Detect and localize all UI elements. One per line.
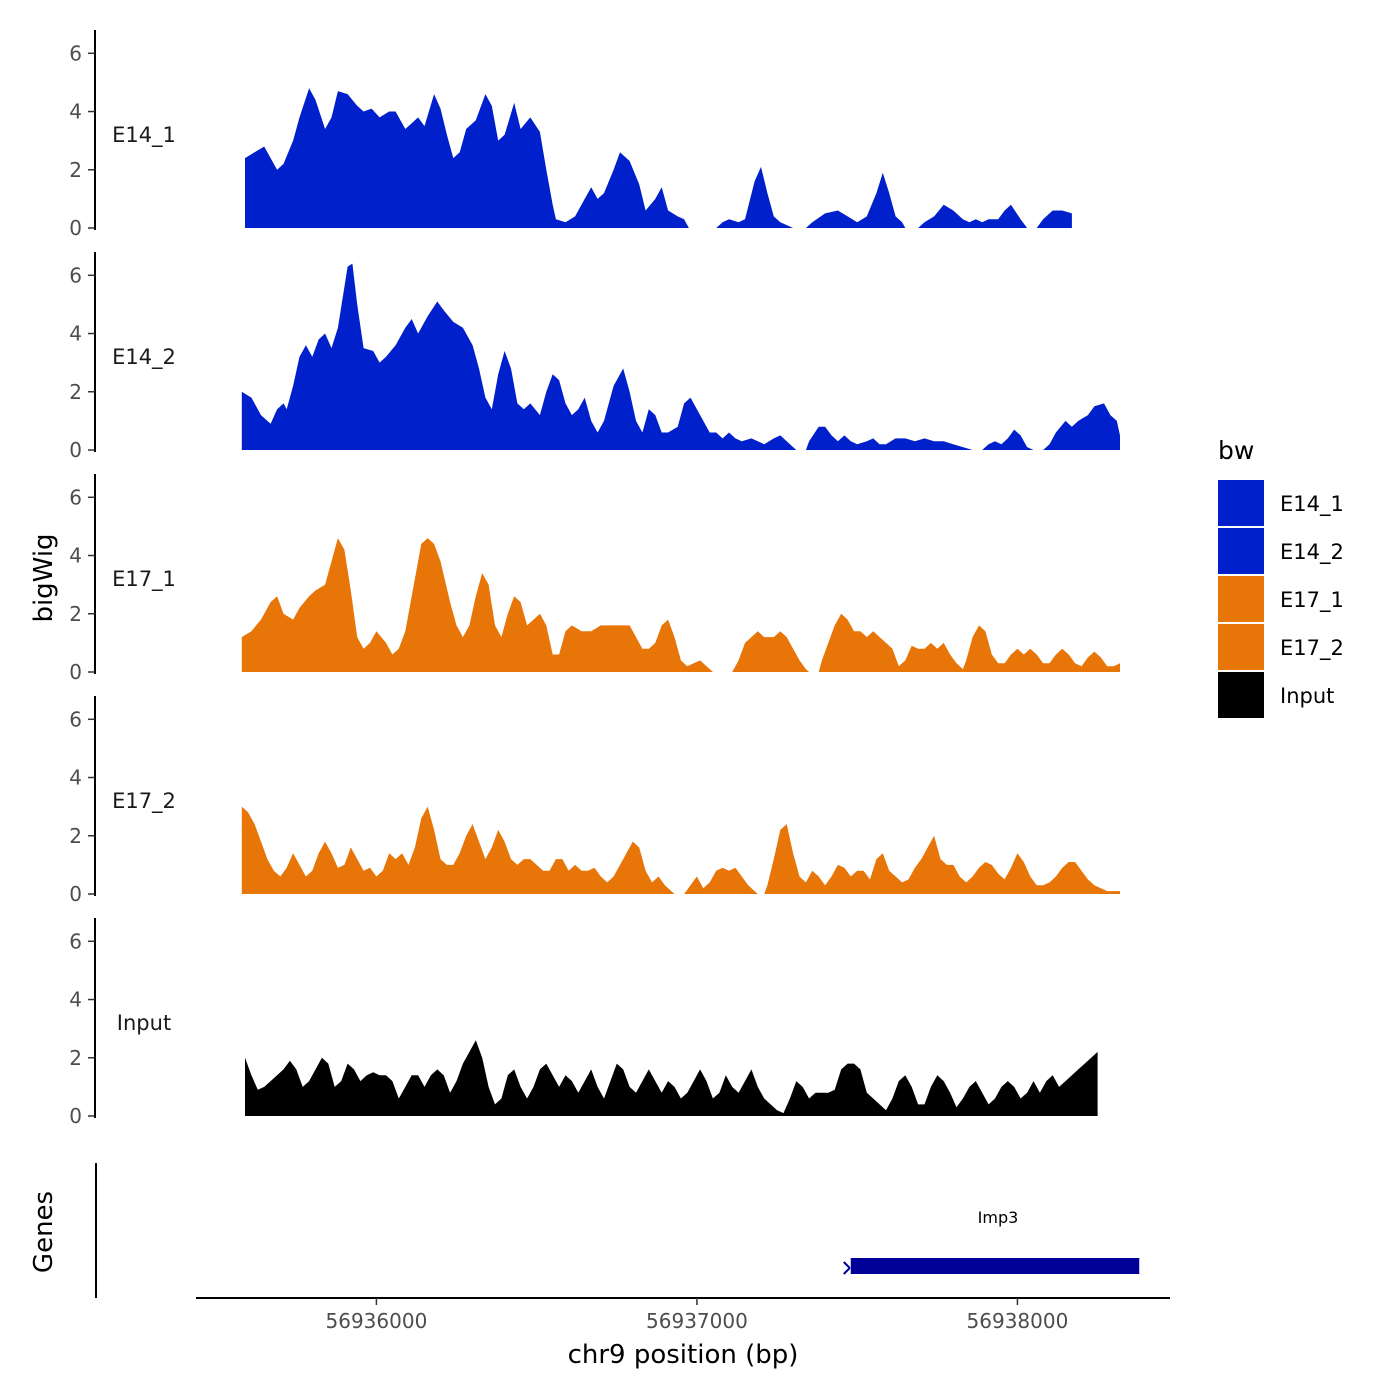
track-input: 0 2 4 6 Input [69,918,1098,1128]
y-tick-label-e17-1-4: 4 [69,544,82,568]
y-tick-label-e17-1-2: 2 [69,602,82,626]
legend-label-e17-1: E17_1 [1280,588,1344,613]
track-e14-1: 0 2 4 6 E14_1 [69,30,1072,240]
x-axis-title: chr9 position (bp) [568,1340,799,1370]
legend-label-e14-1: E14_1 [1280,492,1344,517]
track-label-e17-1: E17_1 [112,567,176,592]
x-axis: 56936000 56937000 56938000 [196,1297,1170,1333]
track-label-input: Input [117,1011,171,1035]
track-label-e14-2: E14_2 [112,345,176,370]
y-tick-label-e17-1-6: 6 [69,485,82,509]
y-tick-label-e14-2-6: 6 [69,263,82,287]
y-axis-title: bigWig [29,533,59,622]
track-e17-2: 0 2 4 6 E17_2 [69,696,1121,906]
y-tick-label-e14-2-0: 0 [69,438,82,462]
gene-strand-marker-imp3 [843,1261,851,1275]
y-tick-label-e17-2-6: 6 [69,707,82,731]
legend-label-e14-2: E14_2 [1280,540,1344,565]
area-input [245,1040,1098,1116]
y-tick-label-e14-1-4: 4 [69,100,82,124]
y-tick-label-e14-1-0: 0 [69,216,82,240]
y-tick-label-e17-2-4: 4 [69,766,82,790]
genes-panel: Genes Imp3 [29,1163,1140,1298]
gene-label-imp3: Imp3 [978,1208,1019,1227]
x-tick-label-56936000: 56936000 [326,1309,428,1333]
legend-label-input: Input [1280,684,1334,708]
y-tick-label-input-0: 0 [69,1104,82,1128]
area-e14-1 [245,88,1072,228]
area-e14-2 [241,263,1121,450]
legend-title: bw [1218,436,1254,465]
legend-swatch-input [1218,672,1264,718]
genes-panel-label: Genes [29,1191,59,1273]
track-label-e14-1: E14_1 [112,123,176,148]
area-e17-2 [241,806,1121,894]
y-tick-label-e14-2-2: 2 [69,380,82,404]
legend-swatch-e14-1 [1218,480,1264,526]
y-tick-label-e14-2-4: 4 [69,322,82,346]
x-tick-label-56938000: 56938000 [967,1309,1069,1333]
track-e14-2: 0 2 4 6 E14_2 [69,252,1121,462]
signal-tracks: 0 2 4 6 E14_1 0 2 4 6 E14_2 0 2 4 6 E17_1 0 2 4 6 E17_2 0 2 4 6… [69,30,1121,1128]
y-tick-label-e17-2-2: 2 [69,824,82,848]
y-tick-label-e14-1-6: 6 [69,41,82,65]
legend-swatch-e17-1 [1218,576,1264,622]
y-tick-label-input-2: 2 [69,1046,82,1070]
legend-label-e17-2: E17_2 [1280,636,1344,661]
y-tick-label-input-4: 4 [69,988,82,1012]
track-e17-1: 0 2 4 6 E17_1 [69,474,1121,684]
x-tick-label-56937000: 56937000 [646,1309,748,1333]
legend-swatch-e17-2 [1218,624,1264,670]
y-tick-label-e17-2-0: 0 [69,882,82,906]
gene-body-imp3 [850,1258,1140,1274]
y-tick-label-input-6: 6 [69,929,82,953]
legend: bw E14_1 E14_2 E17_1 E17_2 Input [1218,436,1344,718]
track-label-e17-2: E17_2 [112,789,176,814]
area-e17-1 [241,538,1121,672]
y-tick-label-e14-1-2: 2 [69,158,82,182]
legend-swatch-e14-2 [1218,528,1264,574]
y-tick-label-e17-1-0: 0 [69,660,82,684]
